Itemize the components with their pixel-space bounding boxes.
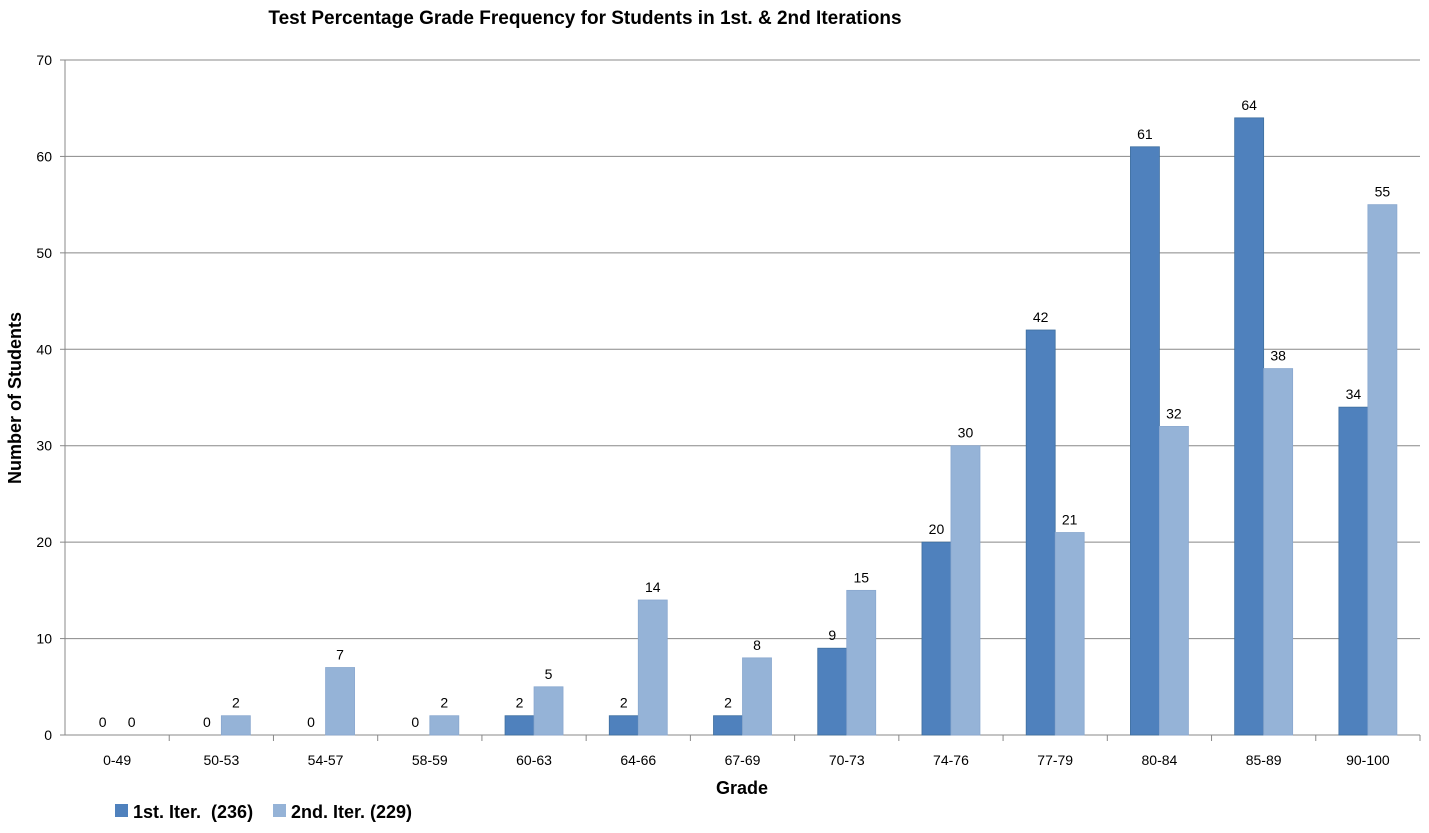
data-label: 0 xyxy=(203,714,211,730)
data-label: 61 xyxy=(1137,126,1153,142)
bar-1st-67-69 xyxy=(713,715,743,736)
bar-1st-90-100 xyxy=(1338,406,1369,736)
gridlines xyxy=(64,59,1420,736)
x-tick-label: 58-59 xyxy=(412,752,448,768)
bar-2nd-77-79 xyxy=(1054,532,1085,736)
bar-2nd-85-89 xyxy=(1263,368,1294,736)
data-label: 30 xyxy=(958,425,974,441)
x-tick-label: 60-63 xyxy=(516,752,552,768)
x-tick-label: 85-89 xyxy=(1246,752,1282,768)
data-label: 0 xyxy=(307,714,315,730)
bars xyxy=(220,117,1398,736)
bar-1st-77-79 xyxy=(1025,329,1056,736)
bar-2nd-58-59 xyxy=(429,715,460,736)
y-tick-label: 10 xyxy=(36,631,52,647)
data-label: 2 xyxy=(516,695,524,711)
y-axis-ticks: 0 10 20 30 40 50 60 70 xyxy=(36,52,65,743)
data-label: 2 xyxy=(232,695,240,711)
bar-2nd-50-53 xyxy=(220,715,251,736)
y-tick-label: 70 xyxy=(36,52,52,68)
data-label: 2 xyxy=(620,695,628,711)
bar-1st-70-73 xyxy=(817,647,848,736)
x-axis-ticks: 0-49 50-53 54-57 58-59 60-63 64-66 67-69 70-73 7… xyxy=(103,735,1421,768)
x-tick-label: 74-76 xyxy=(933,752,969,768)
bar-1st-74-76 xyxy=(921,541,952,736)
bar-2nd-54-57 xyxy=(325,667,355,736)
bar-1st-80-84 xyxy=(1130,146,1160,736)
bar-2nd-74-76 xyxy=(950,445,981,736)
data-label: 7 xyxy=(336,647,344,663)
x-tick-label: 64-66 xyxy=(620,752,656,768)
x-tick-label: 90-100 xyxy=(1346,752,1390,768)
data-label: 8 xyxy=(753,637,761,653)
data-label: 42 xyxy=(1033,309,1049,325)
y-axis-label: Number of Students xyxy=(5,312,25,484)
y-tick-label: 40 xyxy=(36,341,52,357)
data-label: 21 xyxy=(1062,512,1078,528)
data-label: 9 xyxy=(828,627,836,643)
legend-swatch-2nd-iter xyxy=(273,804,286,817)
legend-label-2nd-iter: 2nd. Iter. (229) xyxy=(291,802,412,822)
bar-2nd-90-100 xyxy=(1367,204,1398,736)
bar-1st-85-89 xyxy=(1234,117,1265,736)
bar-2nd-80-84 xyxy=(1159,426,1189,736)
data-label: 55 xyxy=(1375,184,1391,200)
bar-2nd-60-63 xyxy=(533,686,564,736)
data-label: 14 xyxy=(645,579,661,595)
x-tick-label: 0-49 xyxy=(103,752,131,768)
x-tick-label: 70-73 xyxy=(829,752,865,768)
bar-2nd-64-66 xyxy=(637,599,668,736)
x-tick-label: 77-79 xyxy=(1037,752,1073,768)
bar-2nd-67-69 xyxy=(742,657,772,736)
data-label: 20 xyxy=(929,521,945,537)
x-tick-label: 50-53 xyxy=(203,752,239,768)
legend-label-1st-iter: 1st. Iter. (236) xyxy=(133,802,253,822)
data-label: 32 xyxy=(1166,405,1182,421)
bar-2nd-70-73 xyxy=(846,589,877,736)
chart-title: Test Percentage Grade Frequency for Stud… xyxy=(268,8,901,29)
y-tick-label: 30 xyxy=(36,438,52,454)
y-tick-label: 0 xyxy=(44,727,52,743)
data-label: 38 xyxy=(1270,348,1286,364)
data-label: 34 xyxy=(1346,386,1362,402)
data-label: 64 xyxy=(1241,97,1257,113)
x-axis-label: Grade xyxy=(716,778,768,798)
data-label: 2 xyxy=(440,695,448,711)
data-label: 15 xyxy=(853,569,869,585)
data-label: 2 xyxy=(724,695,732,711)
legend: 1st. Iter. (236) 2nd. Iter. (229) xyxy=(115,802,412,822)
legend-swatch-1st-iter xyxy=(115,804,128,817)
bar-1st-64-66 xyxy=(608,715,639,736)
y-tick-label: 20 xyxy=(36,534,52,550)
x-tick-label: 67-69 xyxy=(725,752,761,768)
y-tick-label: 60 xyxy=(36,148,52,164)
data-label: 5 xyxy=(545,666,553,682)
x-tick-label: 54-57 xyxy=(308,752,344,768)
data-label: 0 xyxy=(99,714,107,730)
data-label: 0 xyxy=(128,714,136,730)
data-label: 0 xyxy=(411,714,419,730)
y-tick-label: 50 xyxy=(36,245,52,261)
x-tick-label: 80-84 xyxy=(1142,752,1178,768)
bar-1st-60-63 xyxy=(504,715,535,736)
